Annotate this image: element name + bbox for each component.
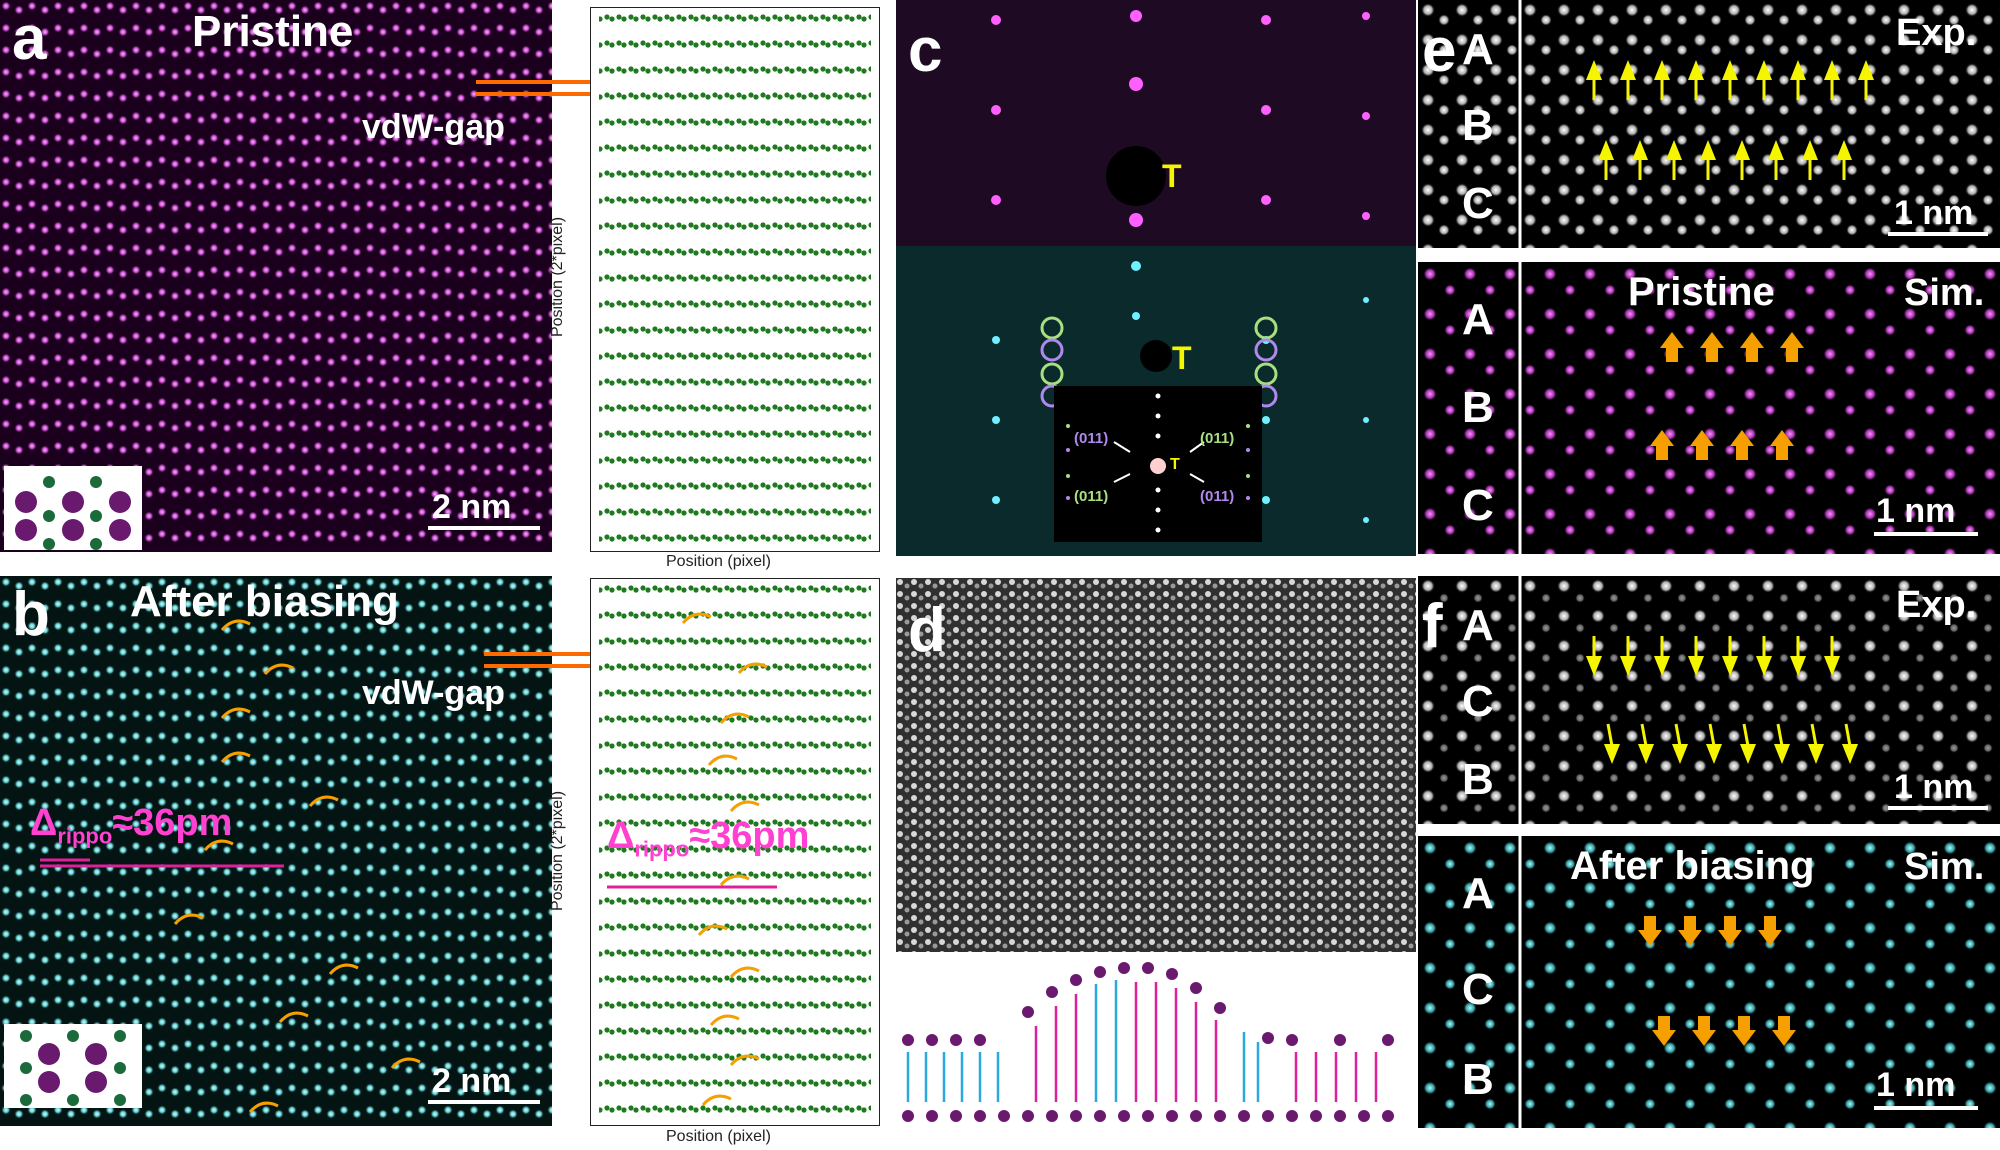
x-axis-label: Position (pixel) [666,1128,771,1145]
vdw-gap-label: vdW-gap [362,674,505,712]
panel-b-position-plot: Δrippo≈36pm [590,578,880,1126]
sim-label: Sim. [1904,846,1985,888]
plane-index-label: (011) [1074,488,1109,505]
panel-letter: b [12,580,50,649]
sim-title: Pristine [1628,270,1775,314]
plane-index-label: (011) [1200,488,1235,505]
panel-e-sim: A B C Pristine Sim. 1 nm [1418,262,2000,554]
delta-ripple-label: Δrippo≈36pm [30,802,232,850]
stack-label: C [1462,677,1494,726]
stack-label: B [1462,383,1494,432]
plane-index-label: (011) [1200,430,1235,447]
vdw-gap-label: vdW-gap [362,108,505,146]
stack-label: B [1462,1055,1494,1104]
inset-beam-label: T [1170,456,1180,473]
sim-label: Sim. [1904,272,1985,314]
scale-bar [1888,806,1988,810]
vdw-gap-line-top [476,80,656,84]
exp-label: Exp. [1896,584,1977,626]
panel-title: After biasing [130,577,399,626]
delta-value: ≈36pm [112,802,233,844]
x-axis-label: Position (pixel) [666,553,771,570]
stack-label: A [1462,601,1494,650]
panel-letter: a [12,4,47,73]
panel-b: b After biasing vdW-gap Δrippo≈36pm 2 nm [0,576,552,1126]
delta-subscript: rippo [57,823,113,849]
stack-label: B [1462,755,1494,804]
scale-bar [1874,1106,1978,1110]
vdw-gap-line-bottom [476,92,656,96]
delta-value: ≈36pm [689,815,810,857]
scale-bar-label: 2 nm [432,488,512,526]
y-axis-label: Position (2*pixel) [549,790,567,912]
delta-subscript: rippo [634,836,690,862]
scale-bar-label: 1 nm [1894,768,1974,806]
panel-a-atom-image [0,0,552,552]
scale-bar-label: 1 nm [1894,194,1974,232]
structure-inset [4,466,142,550]
delta-symbol: Δ [30,802,58,844]
structure-inset [4,1024,142,1108]
panel-letter: e [1422,16,1457,85]
scale-bar-label: 2 nm [432,1062,512,1100]
vdw-gap-line-bottom [484,664,664,668]
panel-d-haadf: d [896,578,1416,952]
panel-letter: d [908,596,946,665]
stack-label: A [1462,869,1494,918]
scale-bar-label: 1 nm [1876,1066,1956,1104]
panel-f-exp: f A C B Exp. 1 nm [1418,576,2000,824]
stack-label: C [1462,965,1494,1014]
transmitted-beam-label-2: T [1172,340,1192,376]
panel-a: a Pristine vdW-gap 2 nm [0,0,552,552]
panel-e-exp: e A B C Exp. 1 nm [1418,0,2000,248]
scale-bar [428,1100,540,1104]
panel-f-sim: A C B After biasing Sim. 1 nm [1418,836,2000,1128]
diffraction-inset: (011) (011) (011) (011) T [1054,386,1262,542]
panel-letter: c [908,16,943,85]
y-axis-label: Position (2*pixel) [549,216,567,338]
stack-label: A [1462,295,1494,344]
scale-bar-label: 1 nm [1876,492,1956,530]
sim-title: After biasing [1570,844,1815,888]
panel-a-position-plot [590,7,880,552]
panel-letter: f [1422,592,1443,661]
panel-title: Pristine [192,7,354,56]
vdw-gap-line-top [484,652,664,656]
scale-bar [428,526,540,530]
delta-symbol: Δ [607,815,635,857]
plane-index-label: (011) [1074,430,1109,447]
stack-label: A [1462,25,1494,74]
delta-ripple-label: Δrippo≈36pm [607,815,809,863]
ripple-schematic-drawing [902,962,1394,1122]
ripple-schematic [896,952,1416,1130]
scale-bar [1874,532,1978,536]
panel-c-diffraction: c T T (011) (011) (011) (011) T [896,0,1416,556]
stack-label: C [1462,481,1494,530]
exp-label: Exp. [1896,12,1977,54]
scale-bar [1888,232,1988,236]
stack-label: B [1462,101,1494,150]
transmitted-beam-label: T [1162,158,1182,194]
stack-label: C [1462,179,1494,228]
